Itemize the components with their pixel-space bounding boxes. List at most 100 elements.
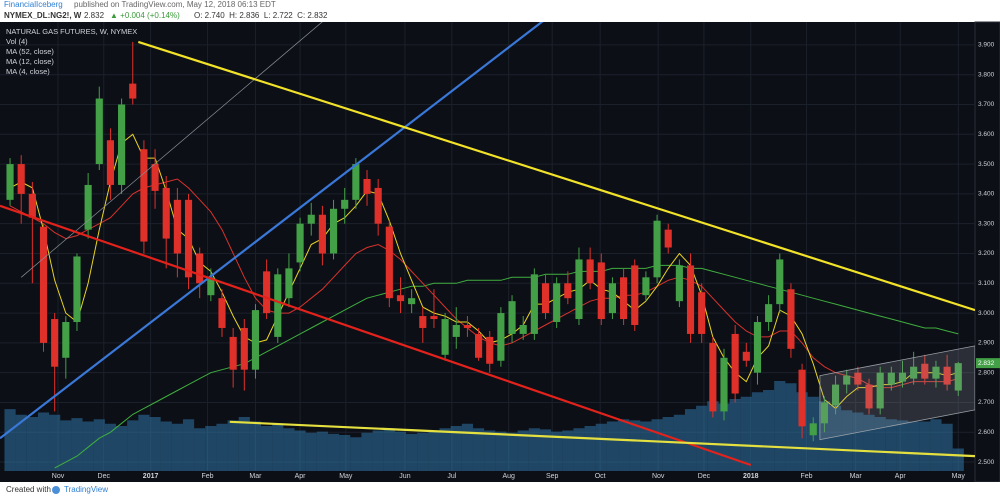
y-tick-label: 3.400 <box>978 191 995 198</box>
volume-bar <box>261 426 273 471</box>
candle-body <box>508 301 516 334</box>
x-tick-label: Dec <box>698 473 711 480</box>
candle-body <box>620 277 628 320</box>
candle-body <box>62 322 70 358</box>
volume-bar <box>718 403 730 471</box>
volume-bar <box>49 414 61 471</box>
volume-bar <box>573 428 585 471</box>
candle-body <box>318 214 326 254</box>
candle-body <box>296 223 304 263</box>
volume-bar <box>26 417 38 471</box>
volume-bar <box>763 390 775 471</box>
trend-line <box>229 420 975 458</box>
x-tick-label: Feb <box>801 473 813 480</box>
volume-bar <box>562 430 574 471</box>
candle-body <box>17 164 25 194</box>
x-tick-label: Mar <box>249 473 262 480</box>
candle-body <box>742 351 750 361</box>
candle-body <box>6 164 14 200</box>
y-tick-label: 3.500 <box>978 161 995 168</box>
candle-body <box>519 324 527 334</box>
volume-bar <box>116 426 128 471</box>
y-tick-label: 3.600 <box>978 131 995 138</box>
volume-bar <box>249 421 262 471</box>
candle-body <box>285 268 293 299</box>
volume-bar <box>394 431 407 471</box>
trend-line <box>20 22 323 278</box>
candle-body <box>352 164 360 200</box>
volume-bar <box>629 420 641 471</box>
footer-brand[interactable]: TradingView <box>64 485 108 494</box>
candle-body <box>240 327 248 370</box>
candle-body <box>129 83 137 99</box>
volume-bar <box>662 417 674 471</box>
volume-bar <box>852 412 864 471</box>
x-tick-label: Oct <box>595 473 606 480</box>
candle-body <box>932 366 940 379</box>
volume-bar <box>461 423 473 471</box>
volume-bar <box>874 417 886 471</box>
candle-body <box>943 366 951 385</box>
candle-body <box>675 265 683 302</box>
candle-body <box>84 184 92 230</box>
candle-body <box>887 372 895 385</box>
candle-body <box>196 253 204 284</box>
candle-body <box>162 187 170 239</box>
volume-bar <box>205 426 217 471</box>
x-tick-label: Mar <box>850 473 863 480</box>
candle-body <box>341 199 349 209</box>
candle-body <box>463 324 471 328</box>
volume-bar <box>707 401 719 471</box>
volume-bar <box>194 428 206 471</box>
volume-bar <box>37 412 50 471</box>
volume-bar <box>930 419 942 471</box>
candle-body <box>798 369 806 427</box>
legend-entry: MA (52, close) <box>6 47 54 56</box>
candle-body <box>408 298 416 305</box>
volume-bar <box>316 431 328 471</box>
candle-body <box>530 274 538 334</box>
candle-body <box>653 220 661 278</box>
volume-bar <box>841 410 853 471</box>
volume-bar <box>740 396 752 471</box>
candle-body <box>329 208 338 254</box>
candle-body <box>787 289 795 349</box>
volume-bar <box>919 421 931 471</box>
volume-bar <box>528 428 540 471</box>
x-tick-label: Jun <box>399 473 410 480</box>
volume-bar <box>472 428 485 471</box>
volume-bar <box>640 421 652 471</box>
x-tick-label: Nov <box>652 473 665 480</box>
candle-body <box>698 292 706 334</box>
volume-bar <box>696 405 708 471</box>
candle-body <box>776 259 784 305</box>
ma-line <box>54 264 959 469</box>
volume-bar <box>584 426 596 471</box>
x-tick-label: 2017 <box>143 473 159 480</box>
volume-bar <box>539 429 552 471</box>
trend-line <box>0 204 752 467</box>
y-tick-label: 3.900 <box>978 42 995 49</box>
candle-body <box>608 283 617 314</box>
candle-body <box>173 199 181 254</box>
volume-bar <box>684 409 697 471</box>
volume-bar <box>60 420 72 471</box>
y-tick-label: 3.700 <box>978 101 995 108</box>
volume-bar <box>327 433 340 471</box>
change: ▲ +0.004 (+0.14%) <box>110 11 180 20</box>
publisher[interactable]: FinancialIceberg <box>4 0 63 9</box>
volume-bar <box>885 419 897 471</box>
candle-body <box>251 310 260 370</box>
candle-body <box>753 322 762 373</box>
candle-body <box>374 187 382 224</box>
candle-body <box>954 363 962 391</box>
volume-bar <box>450 426 462 471</box>
volume-bar <box>171 423 183 471</box>
y-tick-label: 3.800 <box>978 71 995 78</box>
volume-bar <box>495 431 507 471</box>
volume-bar <box>339 435 351 471</box>
y-tick-label: 2.700 <box>978 399 995 406</box>
candle-body <box>441 319 449 355</box>
legend-entry: MA (4, close) <box>6 67 50 76</box>
